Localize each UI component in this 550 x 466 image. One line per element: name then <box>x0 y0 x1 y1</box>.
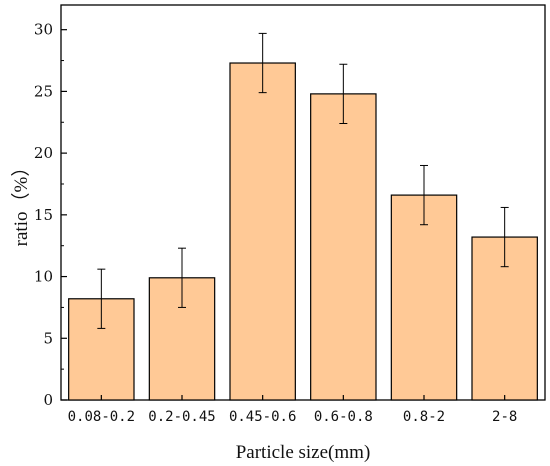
bar-5 <box>390 194 458 401</box>
y-tick-label: 25 <box>34 82 53 100</box>
x-tick-label: 0.8-2 <box>403 409 445 425</box>
y-tick-label: 30 <box>34 21 53 39</box>
x-tick-label: 0.45-0.6 <box>229 409 296 425</box>
x-tick-label: 0.6-0.8 <box>314 409 373 425</box>
y-tick-label: 5 <box>43 329 53 347</box>
y-axis: 0 5 10 15 20 25 30 <box>34 21 67 409</box>
error-bars <box>97 32 509 329</box>
x-tick-label: 2-8 <box>492 409 517 425</box>
x-tick-label: 0.2-0.45 <box>148 409 215 425</box>
bar-4 <box>310 93 377 401</box>
x-axis-tick-labels: 0.08-0.2 0.2-0.45 0.45-0.6 0.6-0.8 0.8-2 2-8 <box>68 395 517 425</box>
bars <box>68 62 538 401</box>
y-tick-label: 15 <box>34 206 53 224</box>
x-tick-label: 0.08-0.2 <box>68 409 135 425</box>
y-tick-label: 20 <box>34 144 53 162</box>
bar-3 <box>229 62 296 401</box>
y-tick-label: 10 <box>34 268 53 286</box>
plot-frame <box>60 4 546 401</box>
y-axis-title: ratio（%） <box>10 158 32 247</box>
y-tick-label: 0 <box>43 391 53 409</box>
x-axis-title: Particle size(mm) <box>236 442 371 463</box>
